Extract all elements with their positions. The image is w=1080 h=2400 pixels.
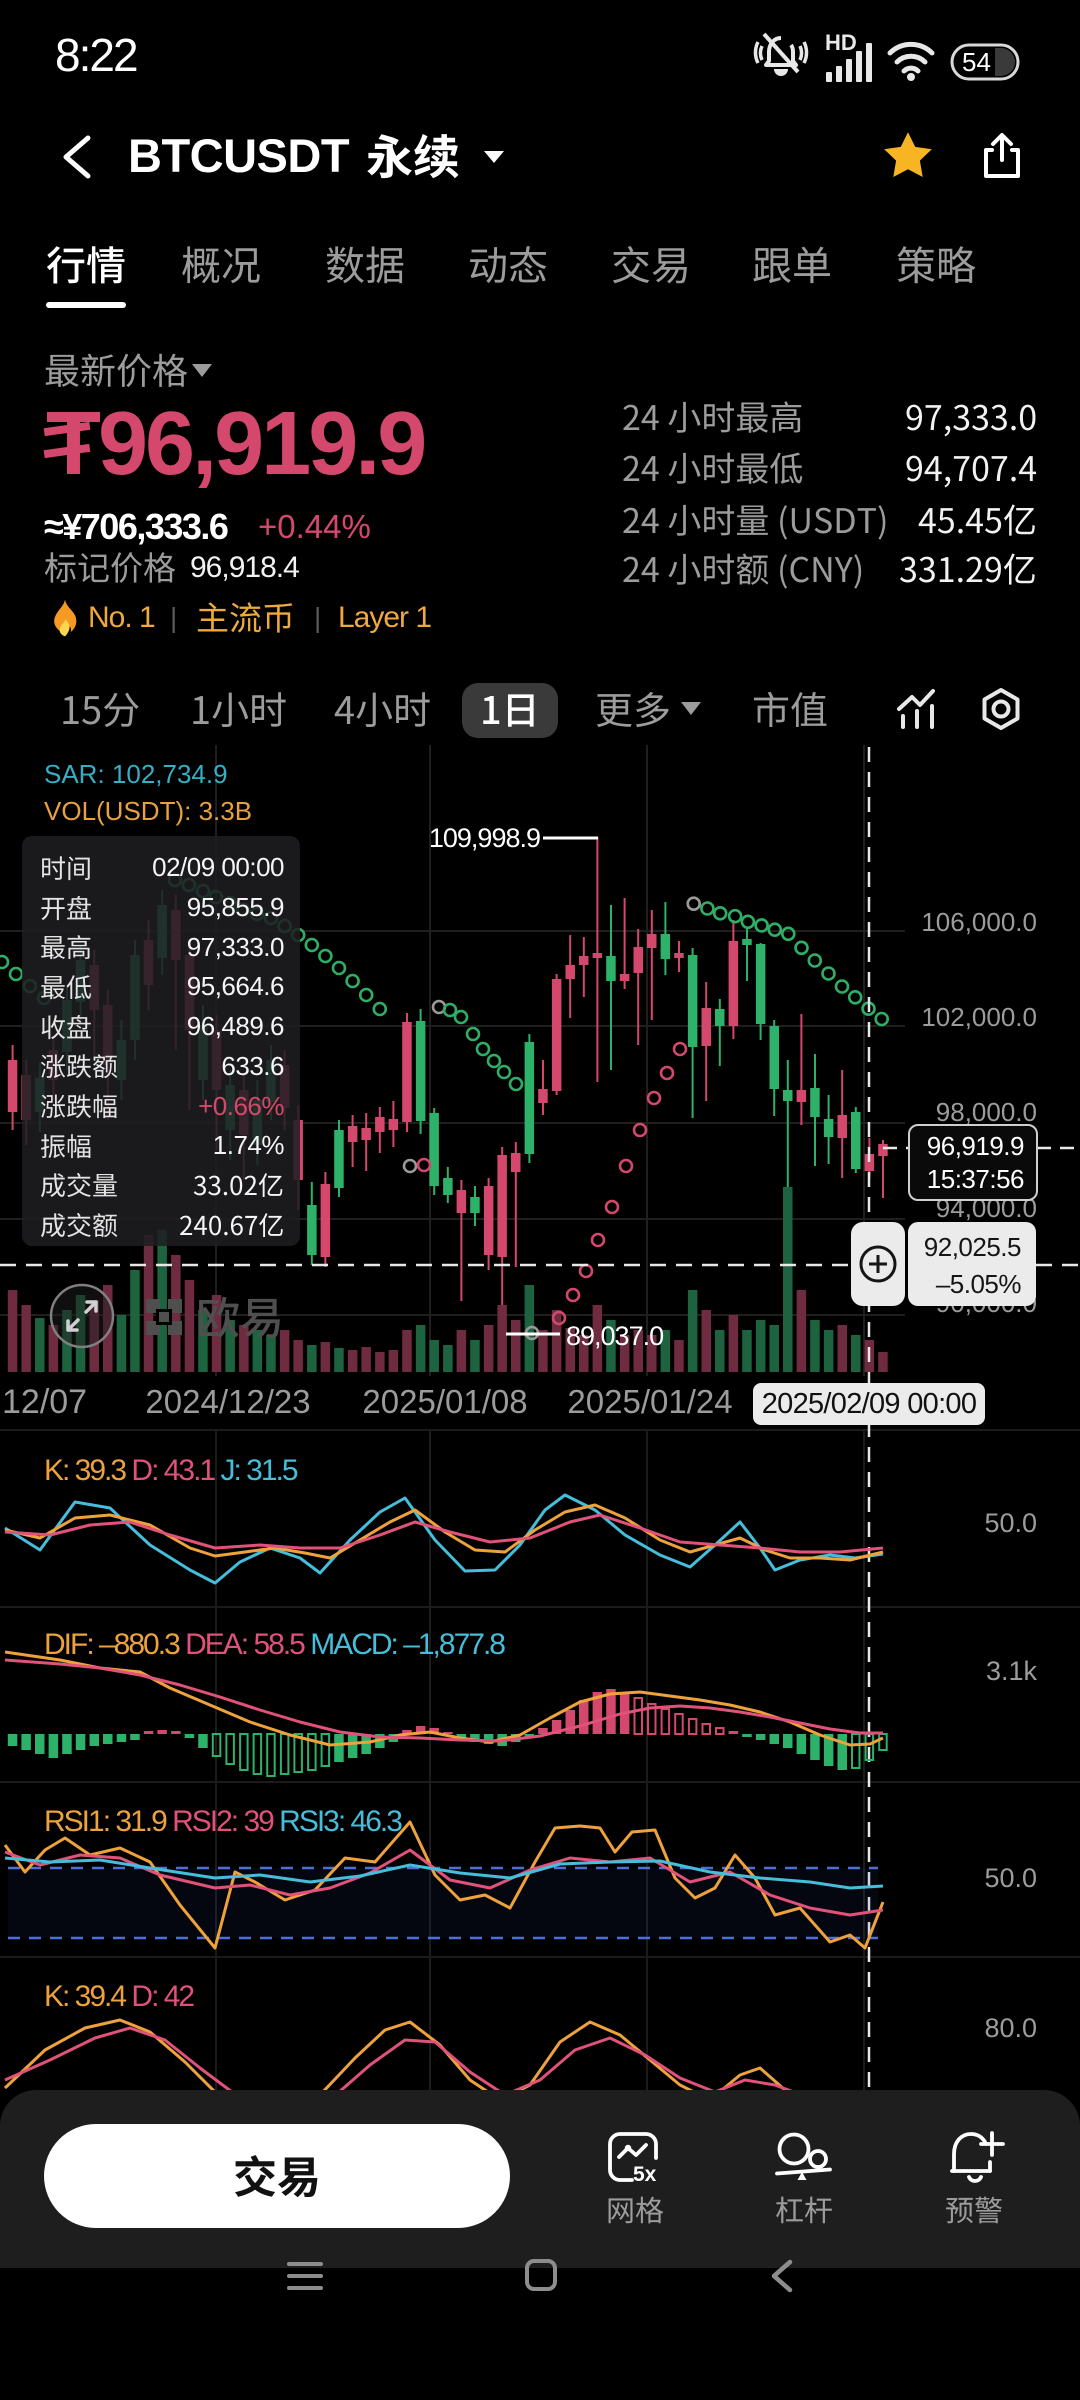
svg-text:50.0: 50.0 xyxy=(984,1508,1037,1538)
svg-text:50.0: 50.0 xyxy=(984,1863,1037,1893)
svg-text:2024/12/23: 2024/12/23 xyxy=(145,1383,310,1420)
svg-text:3.1k: 3.1k xyxy=(986,1656,1038,1686)
svg-text:2025/01/08: 2025/01/08 xyxy=(362,1383,527,1420)
svg-text:12/07: 12/07 xyxy=(2,1383,87,1421)
svg-text:HD: HD xyxy=(825,30,857,55)
svg-text:5x: 5x xyxy=(633,2163,657,2184)
svg-text:98,000.0: 98,000.0 xyxy=(936,1097,1037,1127)
svg-text:106,000.0: 106,000.0 xyxy=(921,907,1037,937)
svg-text:89,037.0: 89,037.0 xyxy=(566,1321,663,1351)
svg-text:109,998.9: 109,998.9 xyxy=(429,823,540,853)
svg-text:80.0: 80.0 xyxy=(984,2013,1037,2043)
svg-text:102,000.0: 102,000.0 xyxy=(921,1002,1037,1032)
svg-text:54: 54 xyxy=(962,47,991,77)
svg-text:2025/01/24: 2025/01/24 xyxy=(567,1383,732,1420)
